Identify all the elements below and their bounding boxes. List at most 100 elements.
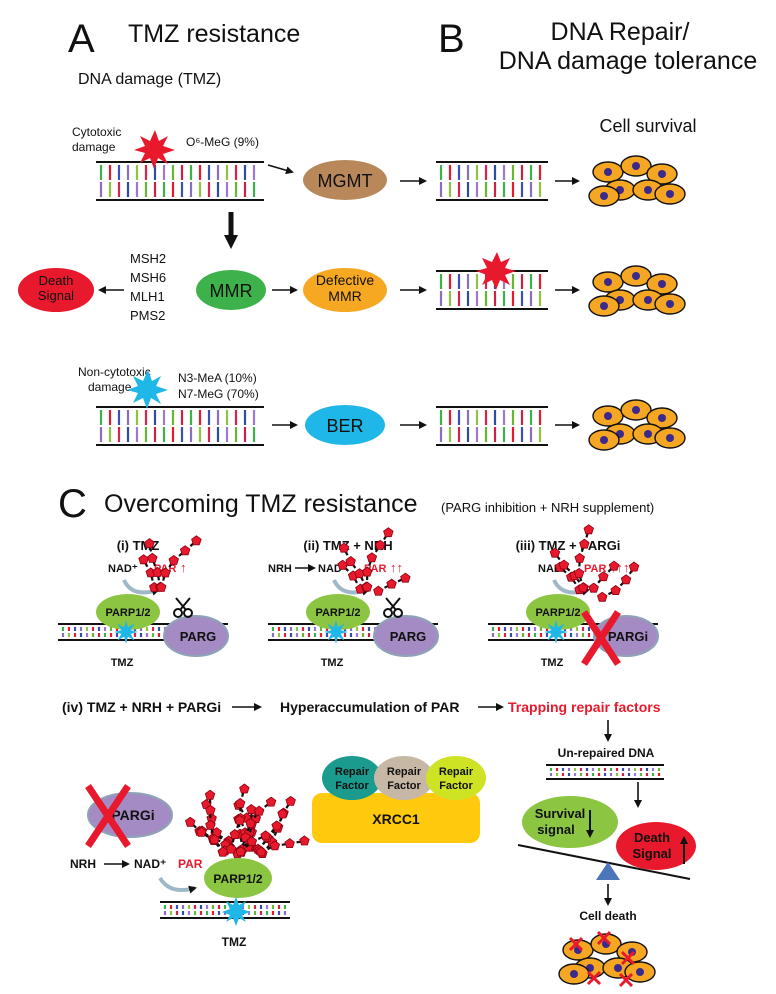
par-chains <box>138 535 202 592</box>
tmz-damage-icon <box>324 620 348 644</box>
cytotoxic-label-1: Cytotoxic <box>72 125 121 139</box>
par-increase-arrows: ↑ <box>180 560 187 575</box>
mgmt-label: MGMT <box>318 171 373 191</box>
hyperaccumulation-label: Hyperaccumulation of PAR <box>280 699 459 715</box>
death-label-2: Signal <box>632 846 671 861</box>
tmz-damage-icon-iv <box>222 897 250 926</box>
cell-cluster-1 <box>588 155 686 207</box>
defective-mmr-label-1: Defective <box>316 272 375 288</box>
survival-label-1: Survival <box>535 806 586 821</box>
dna-strands-layer <box>96 161 664 919</box>
parp-label: PARP1/2 <box>315 607 360 619</box>
panel-a-letter: A <box>68 17 95 61</box>
x-mark-icon <box>581 610 621 666</box>
o6-meg-label: O⁶-MeG (9%) <box>186 135 259 149</box>
mgmt-node <box>303 160 387 200</box>
parg-label: PARGi <box>608 629 648 644</box>
parg-node <box>163 615 229 657</box>
par-tree-iv-2 <box>185 789 277 857</box>
panel-c-title: Overcoming TMZ resistance <box>104 490 418 518</box>
parg-inhibitor-node <box>87 792 173 838</box>
repair-factor-label-1: Repair <box>387 766 422 778</box>
death-signal-label-2: Signal <box>38 288 74 303</box>
repair-factor-label-2: Factor <box>335 780 369 792</box>
panel-b-letter: B <box>438 17 465 61</box>
repair-factor-1: Repair Factor <box>322 756 382 800</box>
noncytotoxic-label-2: damage <box>88 380 132 394</box>
nad-label-iv: NAD⁺ <box>134 857 166 871</box>
trapping-label: Trapping repair factors <box>508 699 661 715</box>
nrh-label-iv: NRH <box>70 857 96 871</box>
mmr-protein-mlh1: MLH1 <box>130 289 165 304</box>
mmr-label: MMR <box>210 281 253 301</box>
repair-factors-group: Repair Factor Repair Factor Repair Factor <box>322 756 486 800</box>
death-signal-node-c <box>616 822 696 870</box>
parg-label: PARG <box>390 629 427 644</box>
panel-b-title-2: DNA damage tolerance <box>499 47 757 75</box>
tmz-label: TMZ <box>541 657 564 669</box>
par-chains <box>549 524 640 602</box>
tmz-label-iv: TMZ <box>222 935 247 949</box>
par-chains <box>337 527 411 596</box>
panel-c-subtitle: (PARG inhibition + NRH supplement) <box>441 500 654 515</box>
parp-node-iv <box>204 858 272 898</box>
defective-mmr-label-2: MMR <box>328 288 361 304</box>
condition-label: (iii) TMZ + PARGi <box>516 538 621 553</box>
condition-label: (ii) TMZ + NRH <box>303 538 392 553</box>
ber-node <box>305 405 385 445</box>
xrcc1-label: XRCC1 <box>372 811 420 827</box>
repair-factor-label-1: Repair <box>439 766 474 778</box>
cell-survival-label: Cell survival <box>599 116 696 136</box>
panel-c-letter: C <box>58 482 87 526</box>
panel-b-title-1: DNA Repair/ <box>551 18 690 46</box>
dna-iv <box>160 901 290 919</box>
cell-cluster-dead <box>558 930 656 988</box>
parp-label: PARP1/2 <box>535 607 580 619</box>
survival-signal-node <box>522 796 618 848</box>
cell-death-label: Cell death <box>579 909 636 923</box>
red-burst-icon <box>134 130 175 169</box>
cell-cluster-3 <box>588 399 686 451</box>
cell-clusters-layer <box>558 155 686 988</box>
x-mark-icon <box>85 784 131 848</box>
par-label-iv: PAR <box>178 857 203 871</box>
dna-damaged-o6 <box>96 161 264 201</box>
scissors-icon <box>173 597 193 618</box>
parg-node <box>373 615 439 657</box>
noncytotoxic-label-1: Non-cytotoxic <box>78 365 151 379</box>
mmr-node <box>196 270 266 310</box>
iv-label: (iv) TMZ + NRH + PARGi <box>62 699 221 715</box>
repair-factor-node <box>322 756 382 800</box>
repair-factor-label-2: Factor <box>387 780 421 792</box>
dna-tolerated-mmr <box>436 270 548 310</box>
repair-factor-node <box>426 756 486 800</box>
death-signal-node <box>18 268 94 312</box>
blue-burst-icon <box>127 370 168 409</box>
ber-label: BER <box>326 416 363 436</box>
dna-repaired-ber <box>436 406 548 446</box>
scissors-icon <box>383 597 403 618</box>
panel-a-subtitle: DNA damage (TMZ) <box>78 71 221 88</box>
survival-label-2: signal <box>537 822 575 837</box>
balance-fulcrum <box>596 862 620 880</box>
arrow-to-mgmt <box>267 164 294 175</box>
cell-cluster-2 <box>588 265 686 317</box>
nad-label: NAD⁺ <box>108 563 138 575</box>
n3-mea-label: N3-MeA (10%) <box>178 371 257 385</box>
repair-factor-2: Repair Factor <box>374 756 434 800</box>
n7-meg-label: N7-MeG (70%) <box>178 387 259 401</box>
nad-curve-arrow-iv <box>158 876 197 894</box>
tmz-label: TMZ <box>111 657 134 669</box>
parg-label: PARG <box>180 629 217 644</box>
par-increase-arrows: ↑↑ <box>390 560 403 575</box>
defective-mmr-node <box>303 268 387 312</box>
par-label: PAR <box>584 563 606 575</box>
panel-a-title: TMZ resistance <box>128 20 300 48</box>
tmz-label: TMZ <box>321 657 344 669</box>
cytotoxic-label-2: damage <box>72 140 116 154</box>
parp-node <box>306 594 370 630</box>
